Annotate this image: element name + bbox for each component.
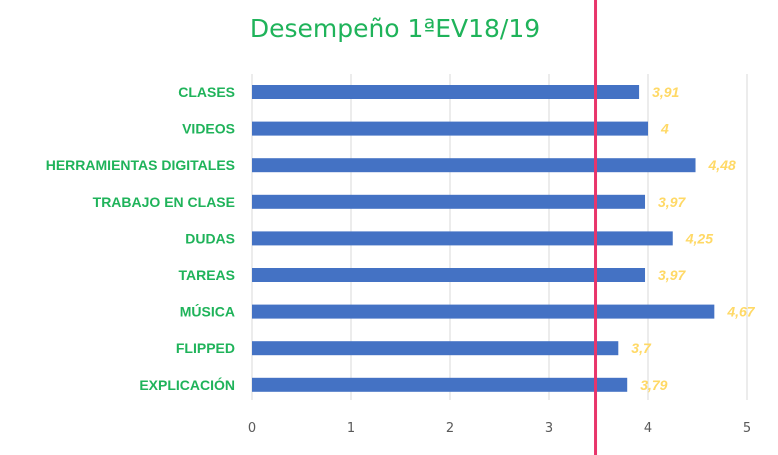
bar <box>252 268 646 282</box>
bar <box>252 158 696 173</box>
data-label: 4,25 <box>685 230 713 246</box>
x-tick-label: 0 <box>248 421 256 436</box>
category-labels: CLASES VIDEOS HERRAMIENTAS DIGITALES TRABAJ… <box>46 84 235 393</box>
data-label: 3,7 <box>631 340 652 356</box>
category-label: TAREAS <box>178 267 235 283</box>
x-tick-label: 2 <box>446 421 454 436</box>
x-tick-label: 4 <box>644 421 652 436</box>
category-label: FLIPPED <box>176 340 235 356</box>
x-tick-label: 1 <box>347 421 355 436</box>
data-label: 3,97 <box>658 267 686 283</box>
data-labels: 3,91 4 4,48 3,97 4,25 3,97 4,67 3,7 3,79 <box>631 84 755 393</box>
bar <box>252 304 715 319</box>
data-label: 4,67 <box>726 304 755 320</box>
chart-title: Desempeño 1ªEV18/19 <box>249 14 541 43</box>
data-label: 4 <box>660 121 669 137</box>
bar <box>252 85 640 99</box>
category-label: VIDEOS <box>182 121 235 137</box>
data-label: 3,97 <box>658 194 686 210</box>
category-label: EXPLICACIÓN <box>139 376 235 393</box>
bar <box>252 121 648 136</box>
x-tick-label: 5 <box>743 421 751 436</box>
category-label: HERRAMIENTAS DIGITALES <box>46 157 235 173</box>
bar <box>252 377 628 392</box>
data-label: 4,48 <box>708 157 736 173</box>
category-label: TRABAJO EN CLASE <box>93 194 235 210</box>
x-tick-label: 3 <box>545 421 553 436</box>
category-label: DUDAS <box>185 230 235 246</box>
category-label: CLASES <box>178 84 235 100</box>
x-tick-labels: 0 1 2 3 4 5 <box>248 421 751 436</box>
bars <box>252 85 715 392</box>
data-label: 3,79 <box>640 377 667 393</box>
bar <box>252 194 646 209</box>
bar <box>252 341 619 356</box>
category-label: MÚSICA <box>180 303 235 320</box>
bar <box>252 231 673 246</box>
data-label: 3,91 <box>652 84 679 100</box>
